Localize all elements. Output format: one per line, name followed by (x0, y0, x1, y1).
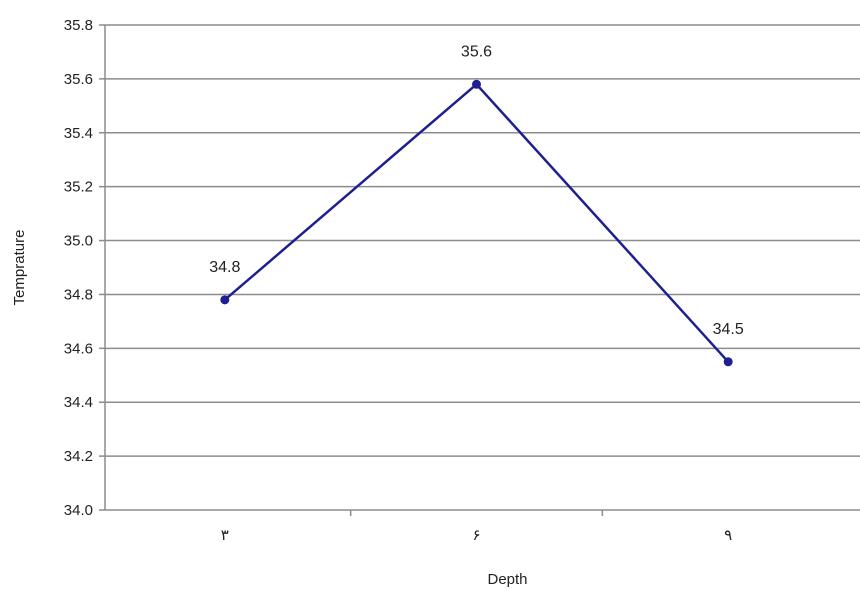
y-tick-label: 35.0 (64, 233, 93, 250)
data-label: 35.6 (461, 43, 492, 60)
x-tick-label: ۳ (221, 527, 229, 544)
x-axis-title: Depth (487, 571, 527, 588)
data-point (220, 295, 230, 305)
x-tick-label: ۹ (724, 527, 732, 544)
y-tick-label: 35.2 (64, 179, 93, 196)
y-tick-label: 34.8 (64, 286, 93, 303)
y-tick-labels: 34.0 34.2 34.4 34.6 34.8 35.0 35.2 35.4 35.6 35.8 (64, 17, 93, 519)
data-point (723, 357, 733, 367)
data-labels: 34.8 35.6 34.5 (209, 43, 744, 338)
y-tick-label: 34.4 (64, 394, 93, 411)
data-point (472, 79, 481, 89)
y-tick-label: 35.8 (64, 17, 93, 34)
x-tick-labels: ۳ ۶ ۹ (221, 527, 732, 544)
y-tick-label: 35.4 (64, 125, 93, 142)
data-label: 34.5 (713, 321, 744, 338)
y-axis-title: Temprature (11, 230, 28, 306)
series-line (224, 83, 730, 363)
series (220, 79, 733, 367)
axes (99, 24, 860, 516)
x-tick-label: ۶ (472, 527, 480, 544)
y-tick-label: 34.0 (64, 502, 93, 519)
y-tick-label: 34.6 (64, 340, 93, 357)
y-tick-label: 35.6 (64, 71, 93, 88)
data-label: 34.8 (209, 259, 240, 276)
y-tick-label: 34.2 (64, 448, 93, 465)
